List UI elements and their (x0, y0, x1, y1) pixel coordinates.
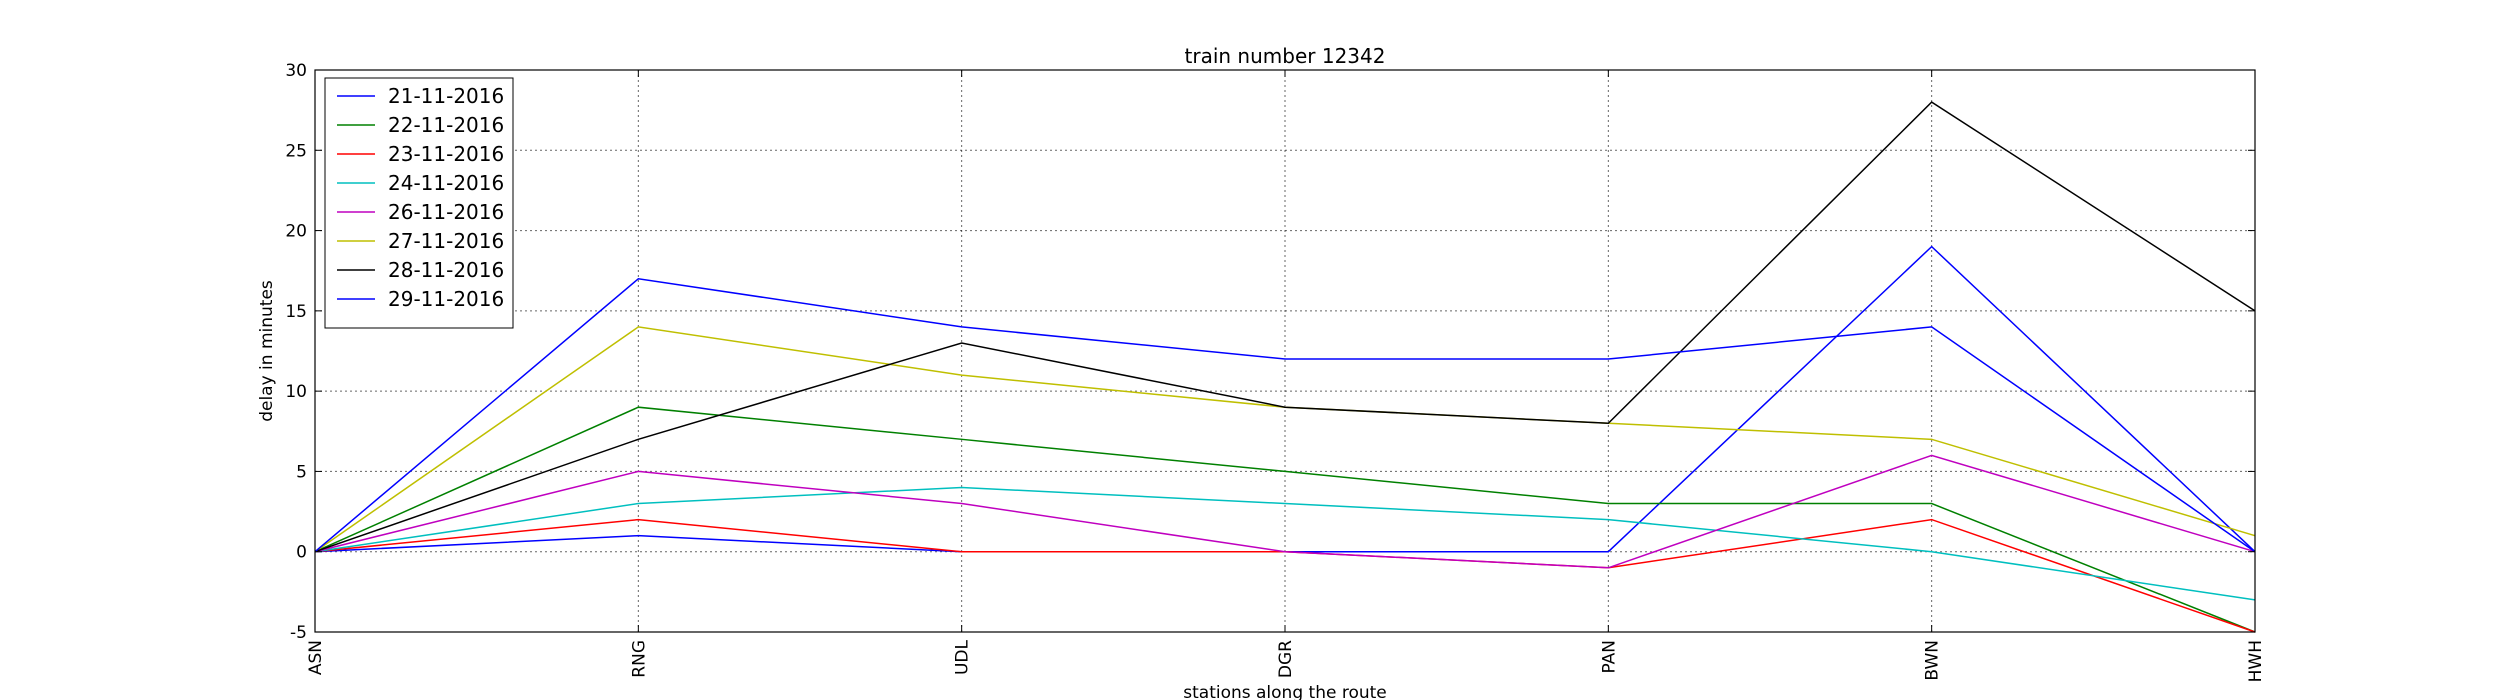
x-tick-label: BWN (1923, 640, 1943, 681)
series-line-26-11-2016 (314, 454, 2256, 569)
series-line-22-11-2016 (314, 406, 2256, 633)
x-tick-label: UDL (953, 639, 973, 675)
y-tick-label: 10 (285, 382, 307, 402)
y-tick-label: 5 (296, 462, 307, 482)
axis-ticks: -5 0 5 10 15 20 25 30 ASN RNG UDL DGR PAN BWN HWH (285, 61, 2266, 682)
x-tick-label: HWH (2246, 640, 2266, 682)
y-tick-label: 20 (285, 222, 307, 242)
chart-title: train number 12342 (1185, 44, 1386, 68)
y-tick-label: 15 (285, 302, 307, 322)
y-axis-label: delay in minutes (257, 280, 277, 422)
grid-lines (315, 70, 2255, 632)
legend-label: 27-11-2016 (388, 229, 504, 253)
legend-label: 22-11-2016 (388, 113, 504, 137)
legend-box (324, 77, 514, 329)
legend-label: 24-11-2016 (388, 171, 504, 195)
legend: 21-11-2016 22-11-2016 23-11-2016 24-11-2016… (324, 77, 514, 329)
x-axis-label: stations along the route (1183, 683, 1387, 700)
series-lines (314, 101, 2256, 633)
y-tick-label: 0 (296, 543, 307, 563)
x-tick-label: PAN (1599, 640, 1619, 674)
legend-label: 29-11-2016 (388, 287, 504, 311)
y-tick-label: -5 (290, 623, 307, 643)
series-line-28-11-2016 (314, 101, 2256, 553)
x-tick-label: RNG (629, 640, 649, 678)
legend-label: 26-11-2016 (388, 200, 504, 224)
series-line-24-11-2016 (314, 486, 2256, 601)
legend-label: 21-11-2016 (388, 84, 504, 108)
y-tick-label: 30 (285, 61, 307, 81)
x-tick-label: ASN (306, 640, 326, 675)
legend-label: 28-11-2016 (388, 258, 504, 282)
x-tick-label: DGR (1276, 640, 1296, 678)
y-tick-label: 25 (285, 141, 307, 161)
legend-label: 23-11-2016 (388, 142, 504, 166)
series-line-29-11-2016 (314, 277, 2256, 553)
